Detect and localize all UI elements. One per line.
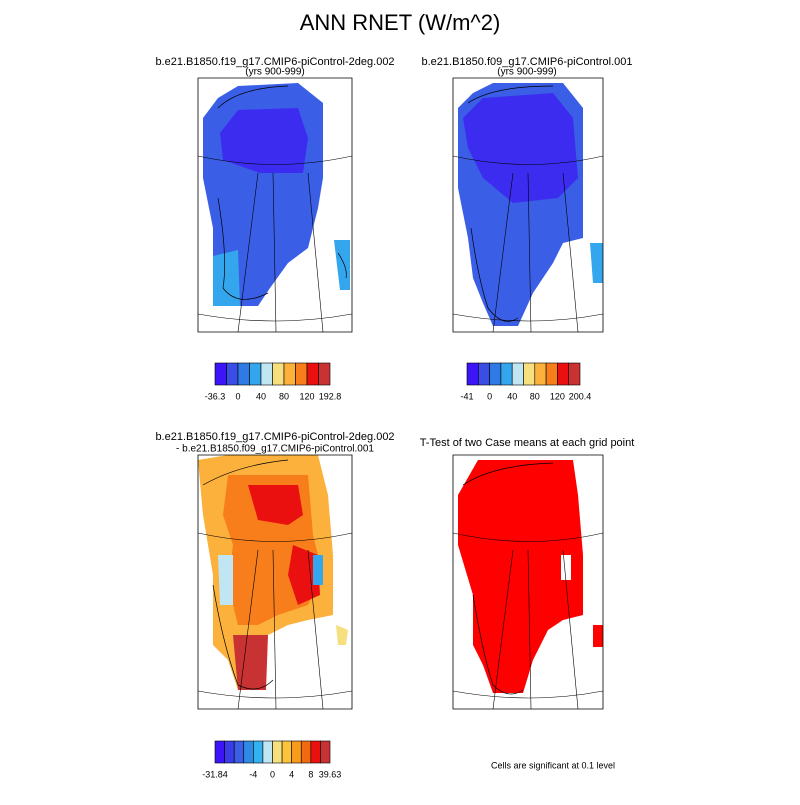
colorbar-box <box>310 740 321 764</box>
colorbar-label: 0 <box>487 391 492 401</box>
panel-title: (yrs 900-999) <box>497 67 556 78</box>
colorbar-box <box>253 740 264 764</box>
map-panel <box>197 454 353 710</box>
colorbar-box <box>214 362 227 386</box>
colorbar-box <box>272 362 285 386</box>
colorbar-label: 0 <box>235 391 240 401</box>
colorbar-box <box>283 362 296 386</box>
colorbar-box <box>262 740 273 764</box>
colorbar-box <box>318 362 331 386</box>
panel-title: (yrs 900-999) <box>245 67 304 78</box>
colorbar-label: -4 <box>249 769 257 779</box>
colorbar-box <box>545 362 558 386</box>
footnote: Cells are significant at 0.1 level <box>491 760 615 770</box>
colorbar-label: 80 <box>279 391 289 401</box>
colorbar-box <box>226 362 239 386</box>
colorbar-box <box>249 362 262 386</box>
colorbar-box <box>224 740 235 764</box>
colorbar-label: 192.8 <box>319 391 342 401</box>
colorbar-box <box>477 362 490 386</box>
colorbar-box <box>568 362 581 386</box>
panel-title: b.e21.B1850.f09_g17.CMIP6-piControl.001 <box>422 56 633 68</box>
colorbar-label: -36.3 <box>205 391 226 401</box>
colorbar-box <box>233 740 245 764</box>
map-panel <box>452 454 604 710</box>
colorbar-label: 120 <box>299 391 314 401</box>
colorbar-label: 40 <box>507 391 517 401</box>
colorbar-box <box>523 362 536 386</box>
colorbar-box <box>295 362 308 386</box>
figure-title: ANN RNET (W/m^2) <box>300 10 501 35</box>
colorbar-label: 200.4 <box>569 391 592 401</box>
colorbar-box <box>237 362 250 386</box>
colorbar-box <box>466 362 479 386</box>
colorbar-label: -31.84 <box>202 769 228 779</box>
panel-title: b.e21.B1850.f19_g17.CMIP6-piControl-2deg… <box>155 56 394 68</box>
colorbar-label: 8 <box>308 769 313 779</box>
colorbar-box <box>557 362 570 386</box>
panel-title: b.e21.B1850.f19_g17.CMIP6-piControl-2deg… <box>155 431 394 443</box>
colorbar-label: 39.63 <box>319 769 342 779</box>
panel-title: - b.e21.B1850.f09_g17.CMIP6-piControl.00… <box>176 444 374 455</box>
colorbar-box <box>291 740 302 764</box>
colorbar-box <box>500 362 513 386</box>
colorbar-box <box>214 740 225 764</box>
colorbar-box <box>300 740 312 764</box>
colorbar-label: 40 <box>256 391 266 401</box>
colorbar-box <box>489 362 502 386</box>
colorbar-box <box>534 362 547 386</box>
colorbar-box <box>281 740 292 764</box>
colorbar-box <box>243 740 254 764</box>
map-panel <box>197 77 353 333</box>
colorbar-label: -41 <box>460 391 473 401</box>
colorbar-label: 0 <box>270 769 275 779</box>
colorbar-label: 4 <box>289 769 294 779</box>
colorbar-box <box>260 362 273 386</box>
colorbar-box <box>306 362 319 386</box>
colorbar-box <box>320 740 331 764</box>
colorbar-box <box>272 740 283 764</box>
colorbar-label: 120 <box>550 391 565 401</box>
map-panel <box>452 77 604 333</box>
panel-title: T-Test of two Case means at each grid po… <box>420 437 635 449</box>
colorbar-box <box>511 362 524 386</box>
colorbar-label: 80 <box>530 391 540 401</box>
